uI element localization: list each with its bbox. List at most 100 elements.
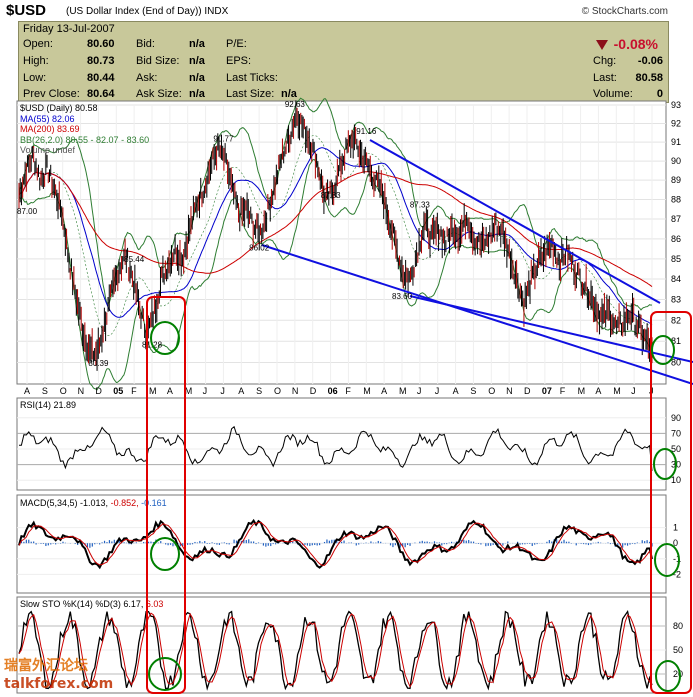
x-tick-label: A: [595, 386, 601, 396]
chg-label: Chg:: [593, 55, 617, 67]
ma200-line: [18, 171, 653, 287]
watermark-cn: 瑞富外汇论坛: [4, 658, 88, 674]
bid-label: Bid:: [136, 38, 155, 50]
quote-date: Friday 13-Jul-2007: [23, 23, 115, 35]
last-value: 80.58: [635, 72, 663, 84]
quote-box: Friday 13-Jul-2007 Open: 80.60 High: 80.…: [18, 21, 669, 103]
x-tick-label: N: [78, 386, 85, 396]
sto-name: Slow STO %K(14) %D(3): [20, 599, 121, 609]
price-annotation: 87.00: [17, 207, 38, 216]
ask-size-value: n/a: [189, 88, 205, 100]
bid-size-label: Bid Size:: [136, 55, 180, 67]
x-tick-label: J: [631, 386, 636, 396]
sto-d-line: [18, 612, 653, 689]
bollinger-bands: [18, 97, 653, 391]
volume-value: 0: [656, 88, 663, 100]
x-tick-label: 07: [542, 386, 552, 396]
last-size-label: Last Size:: [226, 88, 275, 100]
price-y-tick: 90: [671, 156, 681, 166]
x-tick-label: M: [363, 386, 371, 396]
price-y-tick: 81: [671, 336, 681, 346]
rsi-y-tick: 70: [671, 428, 681, 438]
macd-title: MACD(5,34,5) -1.013, -0.852, -0.161: [20, 498, 167, 508]
down-triangle-icon: [595, 40, 608, 51]
price-annotation: 91.16: [356, 127, 377, 136]
price-panel-title: $USD (Daily) 80.58: [20, 103, 98, 113]
price-annotation: 85.44: [124, 255, 145, 264]
prev-close-label: Prev Close:: [23, 88, 80, 100]
x-tick-label: A: [24, 386, 30, 396]
x-tick-label: J: [435, 386, 440, 396]
change-percent-value: -0.08%: [613, 36, 658, 52]
price-annotation: 87.83: [321, 191, 342, 200]
rsi-panel: [16, 397, 667, 491]
x-tick-label: 05: [113, 386, 123, 396]
x-tick-label: J: [220, 386, 225, 396]
price-y-tick: 91: [671, 137, 681, 147]
stockcharts-brand[interactable]: © StockCharts.com: [581, 6, 668, 17]
price-y-tick: 85: [671, 254, 681, 264]
price-y-tick: 88: [671, 195, 681, 205]
ask-label: Ask:: [136, 72, 158, 84]
macd-signal-value: -0.852,: [111, 498, 139, 508]
macd-y-tick: -1: [673, 554, 681, 564]
chart-header: $USD (US Dollar Index (End of Day)) INDX…: [0, 0, 693, 22]
last-size-value: n/a: [281, 88, 297, 100]
highlight-circle-sto-2005: [148, 657, 182, 691]
x-tick-label: S: [42, 386, 48, 396]
rsi-y-tick: 90: [671, 413, 681, 423]
x-tick-label: D: [524, 386, 531, 396]
x-tick-label: A: [167, 386, 173, 396]
price-y-tick: 80: [671, 357, 681, 367]
ma55-line: [18, 147, 653, 325]
last-ticks-label: Last Ticks:: [226, 72, 278, 84]
bb-upper: [18, 97, 653, 311]
price-y-tick: 83: [671, 295, 681, 305]
prev-close-value: 80.64: [87, 88, 115, 100]
symbol-description: (US Dollar Index (End of Day)) INDX: [66, 6, 228, 17]
sto-k-line: [18, 609, 653, 691]
price-annotation: 80.39: [88, 359, 109, 368]
x-tick-label: S: [470, 386, 476, 396]
y-axis: 80 81 82 83 84 85 86 87 88 89 90 91 92 93: [671, 100, 681, 367]
price-y-tick: 92: [671, 118, 681, 128]
x-tick-label: F: [560, 386, 566, 396]
watermark-url: talkforex.com: [4, 676, 114, 692]
highlight-rect-2005: [146, 296, 186, 694]
lower-trendline-2: [409, 295, 693, 363]
rsi-y-tick: 50: [671, 444, 681, 454]
x-tick-label: M: [185, 386, 193, 396]
bb-legend: BB(26,2.0) 80.55 - 82.07 - 83.60: [20, 135, 149, 145]
last-label: Last:: [593, 72, 617, 84]
bid-value: n/a: [189, 38, 205, 50]
highlight-rect-2007: [650, 311, 692, 694]
highlight-circle-price-2005: [150, 321, 180, 355]
price-y-tick: 93: [671, 100, 681, 110]
macd-hist-value: -0.161: [141, 498, 167, 508]
upper-trendline: [369, 139, 661, 304]
highlight-circle-macd-2005: [150, 537, 180, 571]
x-tick-label: A: [238, 386, 244, 396]
x-tick-label: S: [256, 386, 262, 396]
x-tick-label: A: [453, 386, 459, 396]
x-tick-label: M: [578, 386, 586, 396]
exchange-label: INDX: [204, 6, 229, 17]
pe-label: P/E:: [226, 38, 247, 50]
price-annotation: 90.77: [213, 135, 234, 144]
change-percent: -0.08%: [595, 36, 658, 52]
moving-averages: [18, 147, 653, 325]
bb-middle: [18, 135, 653, 336]
panel-legends: $USD (Daily) 80.58 MA(55) 82.06 MA(200) …: [20, 103, 167, 609]
rsi-series: [19, 425, 653, 471]
volume-legend: Volume undef: [20, 145, 76, 155]
price-annotation: 92.63: [285, 100, 306, 109]
x-tick-label: O: [274, 386, 281, 396]
x-tick-label: M: [613, 386, 621, 396]
x-tick-label: F: [131, 386, 137, 396]
price-line: [18, 100, 653, 371]
price-y-tick: 82: [671, 315, 681, 325]
price-annotation: 87.33: [410, 201, 431, 210]
macd-line: [18, 518, 653, 570]
low-label: Low:: [23, 72, 47, 84]
